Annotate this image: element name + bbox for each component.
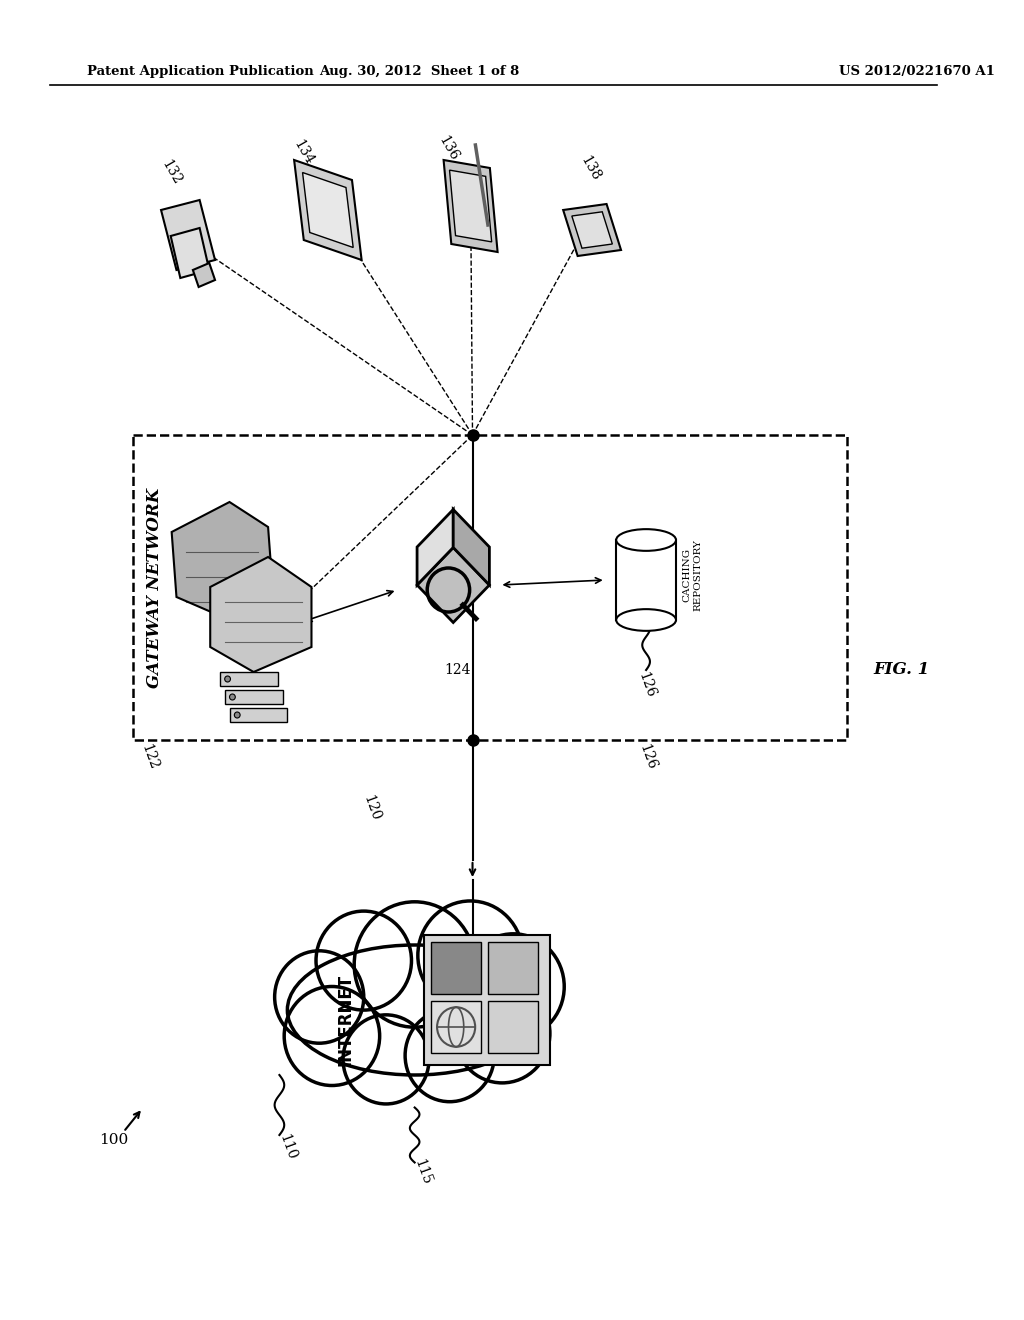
Circle shape <box>274 950 364 1043</box>
Ellipse shape <box>616 609 676 631</box>
Text: 124: 124 <box>444 663 471 677</box>
FancyBboxPatch shape <box>424 935 550 1065</box>
Polygon shape <box>454 510 489 585</box>
Circle shape <box>224 676 230 682</box>
Polygon shape <box>172 502 273 622</box>
Text: 120: 120 <box>360 793 382 822</box>
Circle shape <box>463 933 564 1039</box>
Circle shape <box>406 1010 495 1102</box>
Polygon shape <box>302 173 353 248</box>
Text: CACHING
REPOSITORY: CACHING REPOSITORY <box>683 539 702 611</box>
Text: 132: 132 <box>159 157 184 187</box>
Polygon shape <box>450 170 492 242</box>
Text: Patent Application Publication: Patent Application Publication <box>87 66 313 78</box>
Text: 115: 115 <box>412 1158 433 1188</box>
FancyBboxPatch shape <box>133 436 847 741</box>
Text: Aug. 30, 2012  Sheet 1 of 8: Aug. 30, 2012 Sheet 1 of 8 <box>319 66 519 78</box>
Text: US 2012/0221670 A1: US 2012/0221670 A1 <box>839 66 995 78</box>
FancyBboxPatch shape <box>431 942 481 994</box>
Polygon shape <box>443 160 498 252</box>
Polygon shape <box>616 540 676 620</box>
Ellipse shape <box>616 529 676 550</box>
Text: 136: 136 <box>436 133 461 162</box>
Circle shape <box>234 711 240 718</box>
FancyBboxPatch shape <box>229 708 288 722</box>
FancyBboxPatch shape <box>431 1001 481 1053</box>
FancyBboxPatch shape <box>224 690 283 704</box>
Text: 126: 126 <box>635 671 657 700</box>
Ellipse shape <box>288 945 542 1074</box>
Polygon shape <box>571 211 612 248</box>
FancyBboxPatch shape <box>488 942 538 994</box>
Polygon shape <box>193 263 215 286</box>
Circle shape <box>285 986 380 1085</box>
Circle shape <box>354 902 475 1027</box>
Circle shape <box>418 902 523 1010</box>
Polygon shape <box>171 228 209 279</box>
Text: GATEWAY NETWORK: GATEWAY NETWORK <box>145 487 163 688</box>
Circle shape <box>455 983 550 1082</box>
Text: FIG. 1: FIG. 1 <box>873 661 930 678</box>
Polygon shape <box>161 201 215 271</box>
Polygon shape <box>294 160 361 260</box>
Text: 138: 138 <box>578 153 603 183</box>
Polygon shape <box>563 205 621 256</box>
Text: 110: 110 <box>276 1133 298 1162</box>
FancyBboxPatch shape <box>488 1001 538 1053</box>
Text: 134: 134 <box>291 137 316 166</box>
Circle shape <box>229 694 236 700</box>
Text: 100: 100 <box>99 1133 128 1147</box>
Circle shape <box>316 911 412 1010</box>
Text: 122: 122 <box>138 742 161 772</box>
Text: 126: 126 <box>637 742 659 772</box>
Polygon shape <box>417 548 489 623</box>
Polygon shape <box>210 557 311 672</box>
Text: INTERNET: INTERNET <box>336 974 354 1067</box>
Circle shape <box>343 1015 429 1104</box>
Polygon shape <box>417 510 454 585</box>
FancyBboxPatch shape <box>220 672 278 686</box>
